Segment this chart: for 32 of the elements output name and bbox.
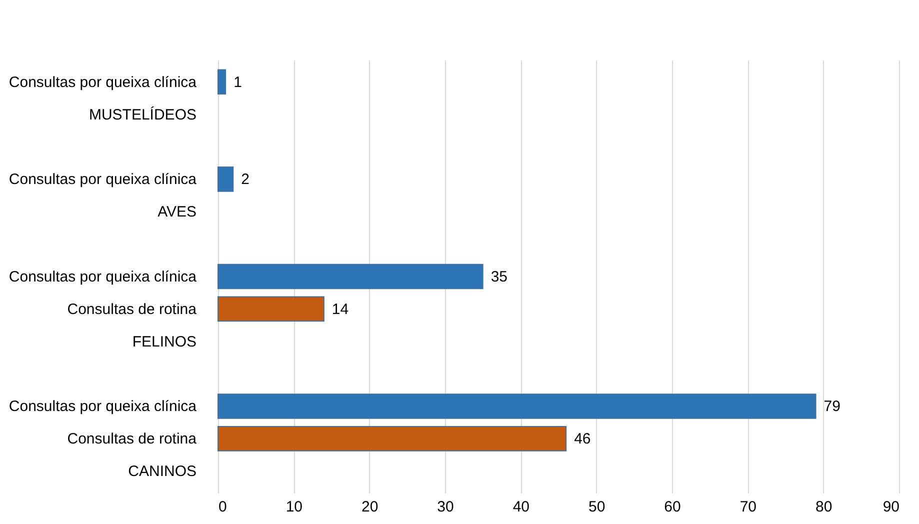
y-tick-label: MUSTELÍDEOS (88, 105, 196, 124)
y-tick-label: Consultas por queixa clínica (8, 268, 198, 286)
y-tick-label: Consultas de rotina (67, 430, 198, 448)
y-tick-label: AVES (158, 204, 196, 221)
data-label: 46 (574, 430, 591, 448)
x-tick-label: 60 (664, 498, 681, 516)
y-tick-label: Consultas de rotina (67, 300, 198, 318)
x-tick-label: 10 (286, 498, 303, 516)
x-tick-label: 50 (588, 498, 606, 516)
bar (218, 264, 484, 290)
y-tick-label: Consultas por queixa clínica (8, 398, 198, 416)
x-tick-label: 0 (218, 498, 227, 516)
y-tick-label: Consultas por queixa clínica (8, 74, 198, 91)
x-tick-label: 40 (512, 498, 530, 516)
bar (218, 394, 816, 419)
data-label: 79 (824, 398, 840, 416)
data-label: 2 (241, 171, 250, 188)
data-label: 35 (490, 268, 508, 286)
data-label: 1 (234, 74, 242, 91)
y-tick-label: Consultas por queixa clínica (8, 171, 198, 188)
x-tick-label: 80 (815, 498, 832, 516)
bar (218, 69, 226, 95)
x-tick-label: 20 (361, 498, 378, 516)
x-tick-label: 30 (437, 498, 454, 516)
bar (218, 426, 567, 452)
x-tick-label: 90 (882, 498, 900, 516)
x-tick-label: 70 (740, 498, 757, 516)
bar (218, 166, 234, 192)
data-label: 14 (332, 300, 349, 318)
bar (218, 296, 324, 322)
y-tick-label: CANINOS (128, 463, 196, 480)
y-tick-label: FELINOS (132, 333, 196, 350)
